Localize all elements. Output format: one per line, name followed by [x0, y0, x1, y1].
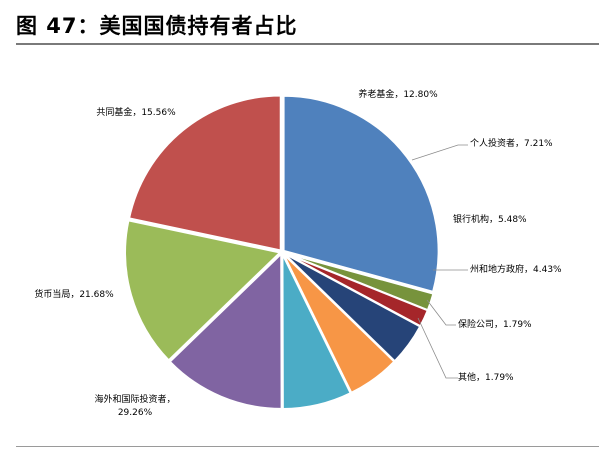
leader-line-2 [417, 317, 458, 379]
data-label-9: 货币当局，21.68% [34, 288, 114, 300]
data-label-1: 海外和国际投资者， 29.26% [94, 393, 175, 418]
figure-header: 图 47：美国国债持有者占比 [16, 8, 599, 40]
data-label-7: 养老基金，12.80% [358, 88, 438, 100]
leader-line-3 [426, 299, 456, 326]
pie-slice-6 [281, 253, 352, 410]
data-label-8: 共同基金，15.56% [96, 106, 176, 118]
pie-slice-1 [282, 94, 440, 294]
pie-leader-lines [411, 144, 468, 379]
data-label-6: 个人投资者，7.21% [470, 137, 553, 149]
figure-title: 图 47：美国国债持有者占比 [16, 14, 298, 38]
pie-slice-7 [168, 251, 283, 410]
pie-slice-8 [124, 219, 283, 362]
data-label-3: 保险公司，1.79% [458, 318, 532, 330]
bottom-divider [16, 446, 599, 447]
pie-slice-9 [127, 94, 282, 252]
pie-data-labels: 海外和国际投资者， 29.26% 其他，1.79% 保险公司，1.79% 州和地方政府，… [34, 88, 562, 418]
data-label-5: 银行机构，5.48% [453, 213, 527, 225]
pie-slices [124, 94, 440, 410]
data-label-4: 州和地方政府，4.43% [470, 263, 562, 275]
title-divider [16, 43, 599, 45]
leader-line-6 [411, 144, 468, 161]
data-label-2: 其他，1.79% [458, 371, 514, 383]
